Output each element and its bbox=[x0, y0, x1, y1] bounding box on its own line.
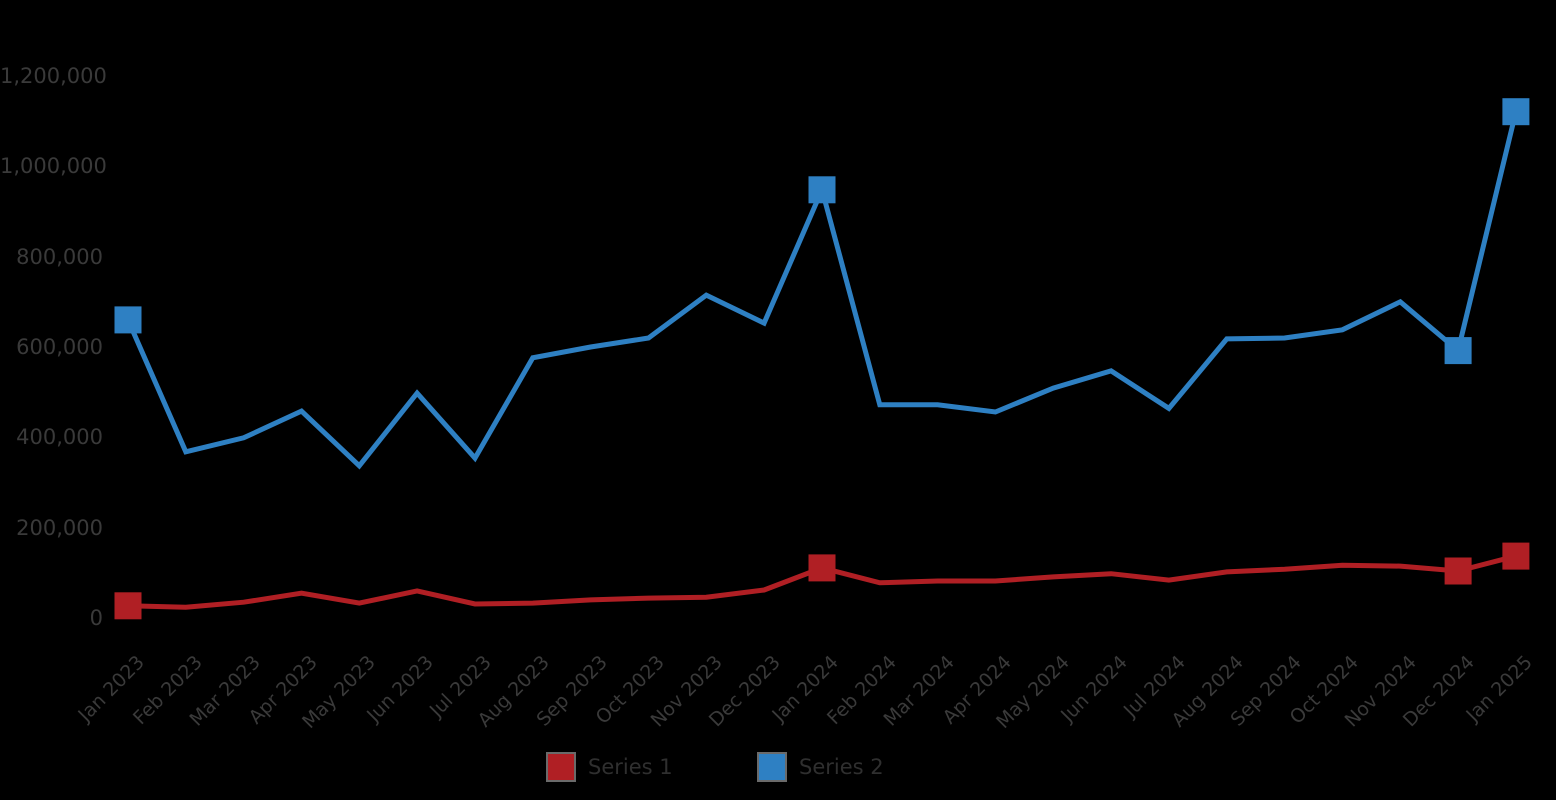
y-tick-label: 800,000 bbox=[16, 244, 103, 269]
y-tick-label: 200,000 bbox=[16, 515, 103, 540]
data-point-marker bbox=[808, 554, 836, 582]
y-tick-label: 400,000 bbox=[16, 425, 103, 450]
legend-item-series-1: Series 1 bbox=[546, 751, 673, 783]
y-tick-label: 1,200,000 bbox=[0, 64, 107, 88]
legend-swatch-blue bbox=[757, 752, 787, 782]
y-tick-label: 1,000,000 bbox=[0, 154, 107, 179]
y-tick-label: 600,000 bbox=[16, 335, 103, 359]
data-point-marker bbox=[1502, 98, 1530, 126]
legend-label-series-2: Series 2 bbox=[799, 755, 884, 779]
data-point-marker bbox=[1444, 337, 1472, 365]
legend-swatch-red bbox=[546, 752, 576, 782]
data-point-marker bbox=[808, 176, 836, 204]
data-point-marker bbox=[114, 306, 142, 334]
data-point-marker bbox=[1444, 557, 1472, 585]
series-line bbox=[125, 111, 1519, 470]
y-tick-label: 0 bbox=[89, 606, 103, 630]
legend-label-series-1: Series 1 bbox=[588, 755, 673, 779]
legend-item-series-2: Series 2 bbox=[757, 751, 884, 783]
data-point-marker bbox=[114, 592, 142, 620]
data-point-marker bbox=[1502, 542, 1530, 570]
